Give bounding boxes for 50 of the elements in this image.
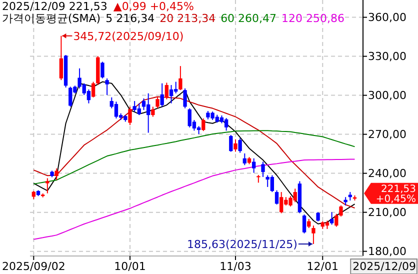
x-tick-label: 12/01	[306, 260, 338, 273]
candlestick	[164, 82, 169, 100]
candlestick	[242, 152, 246, 166]
y-tick-label: 330,00	[368, 50, 406, 63]
candlestick	[312, 225, 316, 244]
candlestick	[202, 118, 206, 132]
candlestick	[156, 96, 160, 109]
annotation: ▲0,99 +0,45%	[113, 0, 194, 13]
candlestick	[274, 190, 279, 206]
text: 20 213,34	[160, 12, 216, 25]
candlestick	[91, 81, 96, 98]
candlestick	[334, 213, 338, 228]
chart-title: 2025/12/09 221,53	[2, 0, 108, 13]
candlestick	[46, 178, 50, 194]
candlestick	[151, 106, 155, 118]
candlestick	[86, 88, 91, 104]
candlestick	[105, 78, 109, 96]
candlestick	[128, 106, 132, 126]
text: 가격이동평균(SMA)	[2, 12, 101, 25]
y-tick-label: 180,00	[368, 244, 406, 258]
y-tick-label: 300,00	[368, 88, 406, 102]
candlestick	[160, 82, 164, 108]
y-tick-label: 360,00	[368, 10, 406, 24]
candlestick	[100, 61, 104, 79]
candlestick	[183, 88, 187, 109]
y-tick-label: 270,00	[368, 128, 406, 141]
candlestick	[114, 101, 118, 119]
candlestick	[252, 158, 256, 174]
text: 5 216,34	[106, 12, 155, 25]
text: 60 260,47	[220, 12, 277, 25]
candlestick	[261, 161, 265, 178]
candlestick	[238, 138, 242, 154]
candlestick	[339, 204, 343, 217]
candlestick	[234, 138, 238, 152]
candlestick	[54, 168, 58, 181]
x-tick-label: 11/03	[220, 260, 252, 273]
candlestick	[224, 118, 228, 132]
text: 120 250,86	[282, 12, 345, 25]
y-tick-label: 210,00	[368, 206, 406, 219]
candlestick	[307, 218, 311, 229]
candlestick	[270, 174, 274, 193]
x-tick-label: 2025/09/02	[2, 260, 66, 273]
candlestick	[302, 214, 306, 234]
candlestick	[178, 66, 182, 91]
candlestick	[59, 35, 64, 81]
y-tick-label: 240,00	[368, 166, 406, 180]
x-tick-label: 10/01	[114, 260, 146, 273]
candlestick	[229, 134, 233, 152]
candlestick	[316, 212, 320, 222]
candlestick	[169, 84, 174, 104]
